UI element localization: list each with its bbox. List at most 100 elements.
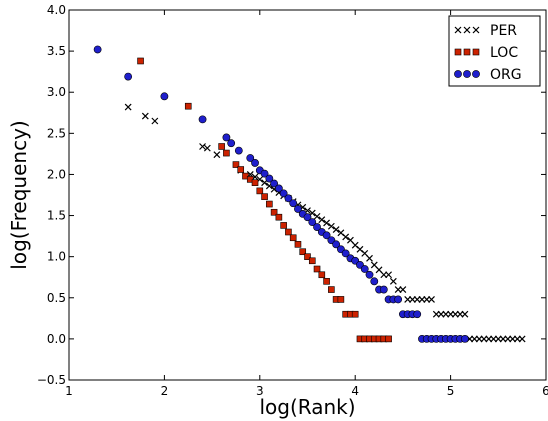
loc-point xyxy=(328,286,335,293)
loc-point xyxy=(313,265,321,273)
org-point xyxy=(284,194,293,203)
series-loc xyxy=(137,57,392,343)
x-tick-label: 4 xyxy=(351,384,359,398)
loc-point xyxy=(261,193,268,200)
org-point xyxy=(413,310,422,319)
org-point xyxy=(93,45,102,54)
per-point xyxy=(366,254,373,262)
loc-point xyxy=(218,143,225,150)
loc-point xyxy=(337,296,345,303)
per-point xyxy=(141,112,149,120)
y-tick-label: 1.0 xyxy=(47,250,66,264)
legend-marker xyxy=(472,26,480,34)
org-point xyxy=(234,146,243,155)
org-point xyxy=(379,285,388,294)
loc-point xyxy=(323,278,330,285)
x-tick-label: 3 xyxy=(256,384,264,398)
per-point xyxy=(124,103,132,111)
loc-point xyxy=(232,161,240,168)
org-point xyxy=(274,184,283,193)
org-point xyxy=(360,265,369,273)
y-tick-label: 2.0 xyxy=(47,167,66,181)
series-org xyxy=(93,45,469,343)
org-point xyxy=(246,154,255,162)
y-tick-label: 1.5 xyxy=(47,209,66,223)
legend-marker xyxy=(454,48,462,56)
per-point xyxy=(518,335,526,343)
org-point xyxy=(227,139,236,148)
y-axis-label: log(Frequency) xyxy=(7,120,31,269)
y-tick-label: 4.0 xyxy=(47,3,66,17)
legend-marker xyxy=(454,26,462,34)
per-point xyxy=(313,212,321,220)
loc-point xyxy=(137,57,144,65)
org-point xyxy=(394,295,403,304)
org-point xyxy=(222,133,231,142)
loc-point xyxy=(318,271,326,279)
per-point xyxy=(389,277,397,285)
legend-marker xyxy=(472,70,480,78)
org-point xyxy=(322,231,331,240)
legend-entry-per: PER xyxy=(454,23,517,39)
org-point xyxy=(289,199,298,208)
legend-marker xyxy=(463,26,471,34)
legend-marker xyxy=(472,48,480,56)
org-point xyxy=(332,240,341,249)
org-point xyxy=(260,169,269,178)
loc-point xyxy=(294,241,302,248)
per-point xyxy=(213,151,221,159)
loc-point xyxy=(275,213,283,221)
x-tick-label: 6 xyxy=(542,384,548,398)
org-point xyxy=(160,92,169,101)
loc-point xyxy=(308,257,316,265)
legend-label: PER xyxy=(490,23,517,39)
legend-entry-org: ORG xyxy=(454,67,522,83)
loc-point xyxy=(237,166,245,173)
per-point xyxy=(327,222,335,230)
y-tick-label: 0.0 xyxy=(47,332,66,346)
data-points xyxy=(93,45,526,343)
per-point xyxy=(399,286,407,293)
loc-point xyxy=(270,208,278,216)
legend-marker xyxy=(463,48,471,56)
org-point xyxy=(198,115,207,124)
loc-point xyxy=(285,228,292,236)
org-point xyxy=(124,72,133,81)
y-tick-label: −0.5 xyxy=(37,373,66,387)
x-axis-label: log(Rank) xyxy=(259,395,355,419)
org-point xyxy=(308,218,317,227)
y-tick-label: 3.0 xyxy=(47,85,66,99)
x-tick-label: 1 xyxy=(65,384,73,398)
per-point xyxy=(428,295,435,303)
org-point xyxy=(341,249,350,258)
org-point xyxy=(251,159,259,167)
legend: PER LOC ORG xyxy=(448,15,541,87)
per-point xyxy=(199,143,206,150)
per-point xyxy=(323,219,331,227)
per-point xyxy=(318,216,326,224)
per-point xyxy=(203,144,211,152)
loc-point xyxy=(299,248,307,256)
x-tick-label: 2 xyxy=(161,384,169,398)
loc-point xyxy=(251,179,259,186)
per-point xyxy=(461,310,469,318)
loc-point xyxy=(289,234,297,242)
x-tick-label: 5 xyxy=(447,384,455,398)
per-point xyxy=(342,233,350,241)
legend-marker xyxy=(463,70,471,78)
legend-label: ORG xyxy=(490,67,522,83)
legend-marker xyxy=(454,70,462,78)
per-point xyxy=(385,271,393,279)
org-point xyxy=(294,205,302,213)
loc-point xyxy=(184,102,192,110)
per-point xyxy=(151,117,159,125)
loc-point xyxy=(256,187,264,195)
org-point xyxy=(265,174,274,183)
loc-point xyxy=(280,222,287,229)
y-tick-label: 2.5 xyxy=(47,126,66,140)
loc-point xyxy=(351,310,359,318)
loc-point xyxy=(385,335,392,343)
y-tick-label: 3.5 xyxy=(47,44,66,58)
series-per xyxy=(124,103,526,343)
